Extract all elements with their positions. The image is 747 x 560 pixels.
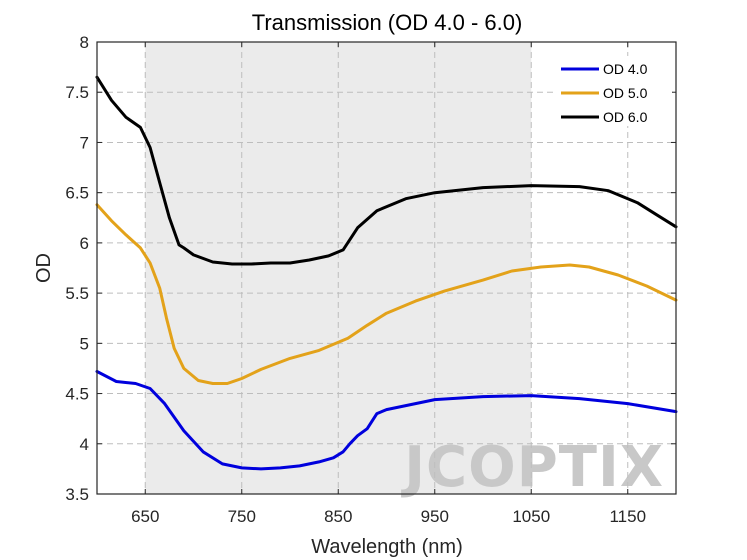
y-axis-label: OD bbox=[33, 253, 55, 283]
y-tick-label: 6 bbox=[80, 234, 89, 253]
legend-entry: OD 4.0 bbox=[603, 61, 648, 77]
y-tick-label: 5.5 bbox=[65, 284, 89, 303]
y-tick-label: 6.5 bbox=[65, 184, 89, 203]
x-tick-label: 1150 bbox=[609, 507, 646, 526]
y-tick-label: 7.5 bbox=[65, 83, 89, 102]
legend-entry: OD 6.0 bbox=[603, 109, 648, 125]
legend-entry: OD 5.0 bbox=[603, 85, 648, 101]
y-tick-label: 7 bbox=[80, 133, 89, 152]
y-tick-label: 5 bbox=[80, 334, 89, 353]
x-tick-label: 950 bbox=[421, 507, 449, 526]
chart-title: Transmission (OD 4.0 - 6.0) bbox=[252, 10, 523, 35]
y-tick-label: 4.5 bbox=[65, 385, 89, 404]
y-tick-label: 8 bbox=[80, 33, 89, 52]
watermark: JCOPTIX bbox=[400, 435, 664, 500]
series-line-od-6-0 bbox=[95, 75, 678, 266]
x-tick-label: 1050 bbox=[512, 507, 550, 526]
series-line-od-4-0 bbox=[95, 370, 678, 471]
x-axis-label: Wavelength (nm) bbox=[311, 536, 463, 558]
y-tick-label: 4 bbox=[80, 435, 89, 454]
series-line-od-5-0 bbox=[95, 203, 678, 385]
x-tick-label: 650 bbox=[131, 507, 159, 526]
axes-frame bbox=[96, 41, 677, 495]
x-tick-label: 750 bbox=[228, 507, 256, 526]
y-tick-label: 3.5 bbox=[65, 485, 89, 504]
x-tick-label: 850 bbox=[324, 507, 352, 526]
